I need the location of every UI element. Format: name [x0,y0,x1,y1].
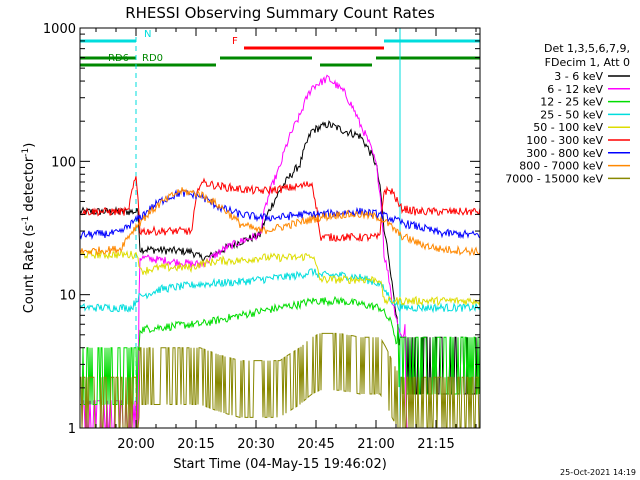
y-tick-label-2: 10 [59,289,76,304]
legend-label-8: 800 - 7000 keV [519,160,603,173]
legend-label-1: 3 - 6 keV [554,70,603,83]
legend-label-5: 50 - 100 keV [533,121,603,134]
x-tick-label-3: 20:30 [237,437,274,452]
y-label-main: Count Rate (s [22,225,37,314]
state-bar-label-3: F [232,36,238,47]
x-tick-label-1: 20:00 [117,437,154,452]
legend: Det 1,3,5,6,7,9,FDecim 1, Att 03 - 6 keV… [505,42,630,185]
series-line-6 [79,176,481,243]
data-series [79,74,481,429]
y-tick-label-4: 1000 [43,22,76,37]
series-line-4 [79,268,481,314]
state-bar-label-7: RD6 [108,53,129,64]
legend-label-4: 25 - 50 keV [540,108,603,121]
series-line-9 [80,332,480,429]
x-tick-label-4: 20:45 [297,437,334,452]
state-bars: N F RD0 RD6 [80,29,480,67]
y-tick-label-1: 1 [68,422,76,437]
state-bar-label-5: RD0 [142,53,163,64]
legend-header-1: Det 1,3,5,6,7,9, [544,42,630,55]
legend-label-9: 7000 - 15000 keV [505,172,603,185]
series-line-3 [80,295,481,405]
x-tick-label-2: 20:15 [177,437,214,452]
x-axis-label: Start Time (04-May-15 19:46:02) [173,457,387,472]
series-line-5 [79,249,481,307]
footer-stamp: 25-Oct-2021 14:19 [560,468,636,477]
state-bar-label-1: N [144,29,151,40]
legend-header-2: FDecim 1, Att 0 [545,56,630,69]
y-label-mid: detector [22,156,37,216]
legend-label-3: 12 - 25 keV [540,96,603,109]
chart-title: RHESSI Observing Summary Count Rates [125,4,435,22]
x-tick-label-5: 21:00 [357,437,394,452]
y-label-sup-1: -1 [21,216,31,225]
y-label-end: ) [22,143,37,148]
y-label-sup-2: -1 [21,148,31,157]
series-line-8 [79,187,481,257]
plot-frame [79,27,481,429]
y-tick-label-3: 100 [51,155,76,170]
legend-label-6: 100 - 300 keV [526,134,603,147]
x-tick-label-6: 21:15 [417,437,454,452]
y-axis-label: Count Rate (s-1 detector-1) [21,143,37,314]
series-line-7 [79,189,481,240]
axis-ticks: 20:00 20:15 20:30 20:45 21:00 21:15 1 10 100 1000 [43,22,480,452]
legend-label-7: 300 - 800 keV [526,147,603,160]
legend-label-2: 6 - 12 keV [547,83,603,96]
